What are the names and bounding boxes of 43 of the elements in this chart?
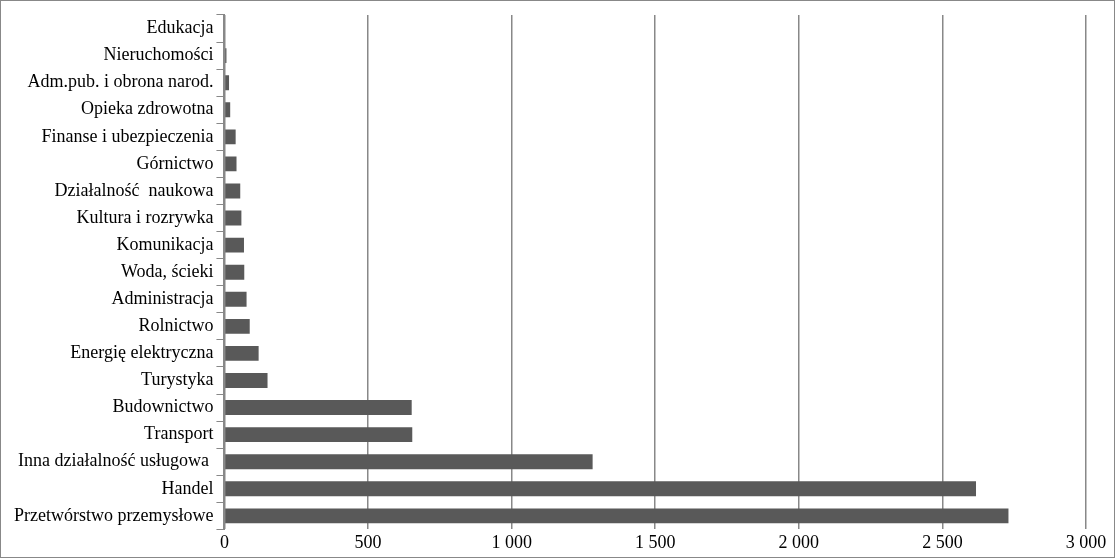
y-tick-label: Kultura i rozrywka <box>76 206 214 227</box>
bar <box>225 481 977 497</box>
y-tick-label: Inna działalność usługowa <box>18 450 214 471</box>
y-tick-label: Komunikacja <box>116 233 214 254</box>
bar <box>225 75 230 91</box>
bar <box>225 508 1009 524</box>
bar <box>225 210 242 226</box>
bar <box>225 183 241 199</box>
x-tick-label: 2 000 <box>778 531 820 552</box>
y-tick-label: Transport <box>144 423 214 444</box>
y-tick-label: Górnictwo <box>136 152 214 173</box>
bar <box>225 156 237 172</box>
x-tick-label: 2 500 <box>922 531 963 552</box>
y-tick-label: Przetwórstwo przemysłowe <box>14 504 214 525</box>
bar <box>225 129 236 145</box>
x-tick-label: 1 500 <box>634 531 676 552</box>
y-tick-label: Handel <box>161 477 214 498</box>
bar <box>225 291 247 307</box>
x-tick-label: 0 <box>219 531 229 552</box>
y-tick-label: Edukacja <box>146 17 214 38</box>
bar <box>225 102 231 118</box>
y-tick-label: Rolnictwo <box>138 315 214 336</box>
y-tick-label: Opieka zdrowotna <box>81 98 214 119</box>
y-tick-label: Nieruchomości <box>103 44 214 65</box>
y-tick-label: Budownictwo <box>112 396 214 417</box>
x-tick-label: 3 000 <box>1065 531 1107 552</box>
bar <box>225 454 593 470</box>
bar <box>225 427 413 443</box>
y-tick-label: Energię elektryczna <box>70 342 214 363</box>
bar <box>225 264 245 280</box>
x-tick-label: 500 <box>354 531 382 552</box>
y-tick-label: Administracja <box>111 288 214 309</box>
y-tick-label: Finanse i ubezpieczenia <box>41 125 214 146</box>
bar <box>225 318 250 334</box>
bar <box>225 400 412 416</box>
y-tick-label: Adm.pub. i obrona narod. <box>27 71 214 92</box>
bar <box>225 237 244 253</box>
x-tick-label: 1 000 <box>491 531 532 552</box>
y-tick-label: Turystyka <box>141 369 214 390</box>
bar <box>225 373 268 388</box>
y-tick-label: Działalność naukowa <box>54 179 214 200</box>
bar <box>225 345 259 361</box>
y-tick-label: Woda, ścieki <box>120 260 214 281</box>
